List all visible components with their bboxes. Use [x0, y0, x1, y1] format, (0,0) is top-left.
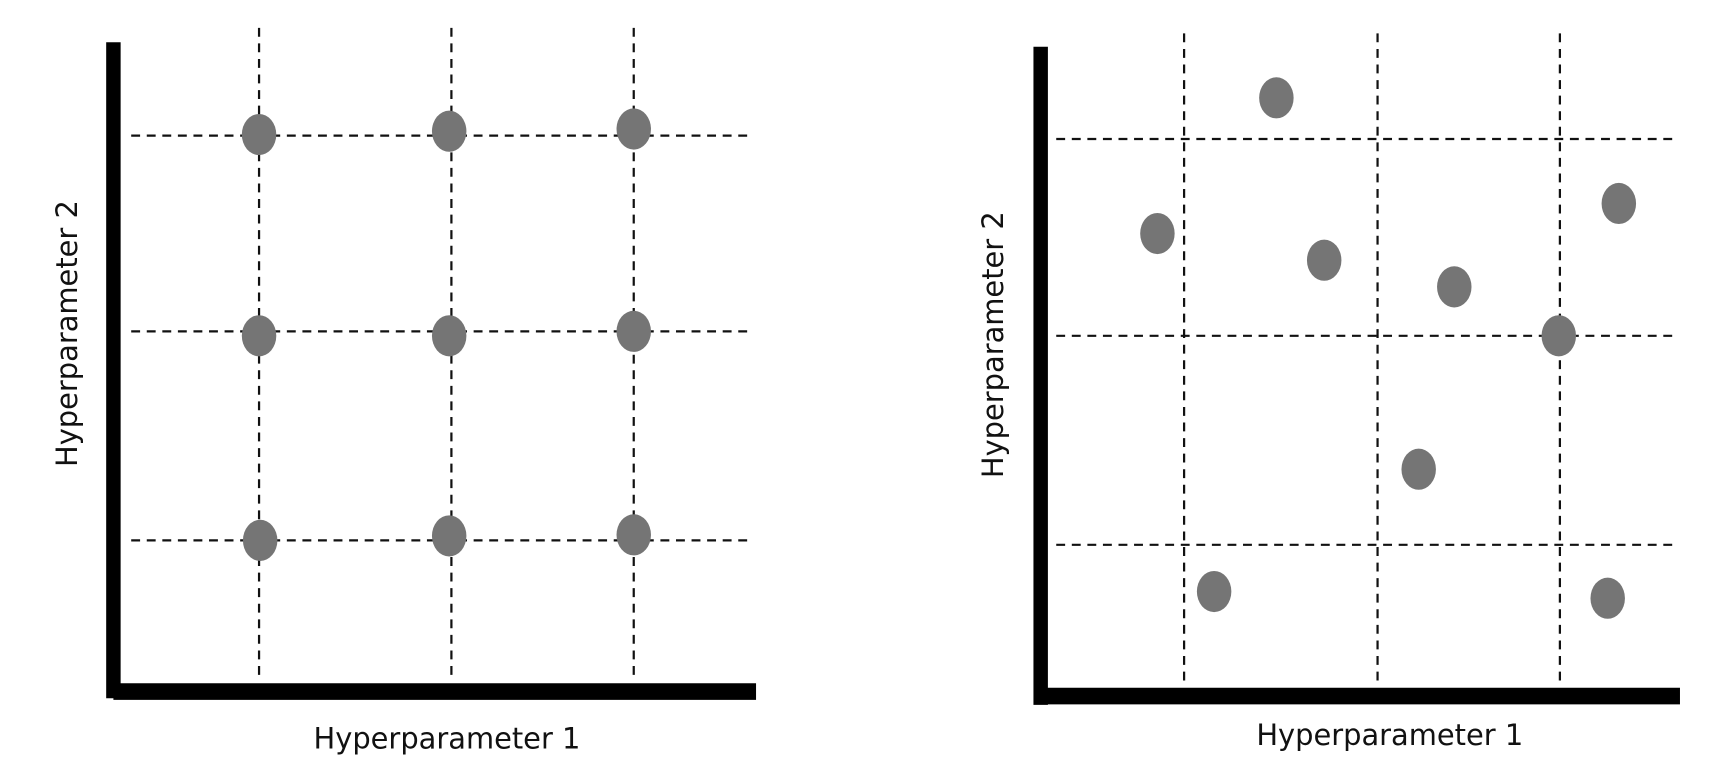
sample-point [1590, 577, 1625, 619]
sample-point [616, 108, 651, 150]
y-axis-label: Hyperparameter 2 [50, 200, 84, 467]
sample-point [241, 315, 277, 357]
grid-search-panel: Hyperparameter 1 Hyperparameter 2 [50, 27, 757, 756]
sample-point [1306, 239, 1342, 281]
sample-point [616, 514, 651, 556]
random-search-panel: Hyperparameter 1 Hyperparameter 2 [976, 33, 1680, 752]
sample-point [1259, 77, 1294, 119]
x-axis-label: Hyperparameter 1 [314, 722, 581, 756]
sample-point [1196, 570, 1232, 613]
sample-point [242, 519, 278, 561]
sample-point [1541, 315, 1577, 357]
sample-point [1401, 448, 1436, 490]
sample-point [1437, 266, 1472, 308]
y-axis-label: Hyperparameter 2 [976, 211, 1010, 478]
sample-point [431, 515, 467, 557]
sample-point [1140, 212, 1175, 255]
sample-point [241, 113, 277, 156]
sample-point [616, 310, 651, 352]
sample-point [431, 315, 467, 357]
sample-point [1601, 182, 1637, 225]
sample-point [431, 110, 467, 152]
x-axis-label: Hyperparameter 1 [1256, 718, 1523, 752]
